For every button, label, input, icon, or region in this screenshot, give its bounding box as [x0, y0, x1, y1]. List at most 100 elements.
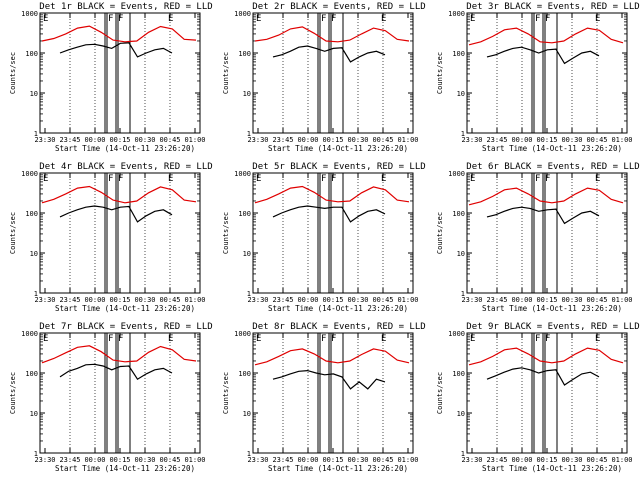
x-tick-label: 00:00	[511, 456, 532, 464]
y-tick-label: 1	[461, 130, 465, 138]
lld-rate-line	[468, 27, 624, 46]
y-axis-label: Counts/sec	[9, 52, 17, 94]
x-tick-label: 23:45	[59, 296, 80, 304]
y-tick-label: 1000	[448, 10, 465, 18]
x-tick-label: 01:00	[397, 456, 418, 464]
events-rate-line	[272, 45, 386, 63]
event-marker-f: F	[321, 14, 326, 24]
y-axis-label: Counts/sec	[436, 52, 444, 94]
event-marker-f: F	[545, 334, 550, 344]
events-rate-line	[59, 205, 173, 223]
x-axis-label: Start Time (14-Oct-11 23:26:20)	[482, 464, 622, 473]
x-tick-label: 00:30	[347, 296, 368, 304]
x-tick-label: 00:30	[134, 296, 155, 304]
panel-title: Det 8r BLACK = Events, RED = LLD	[252, 322, 425, 332]
y-tick-label: 1	[461, 290, 465, 298]
x-tick-label: 00:00	[297, 456, 318, 464]
event-marker-f: F	[535, 174, 540, 184]
panel-title: Det 3r BLACK = Events, RED = LLD	[466, 2, 639, 12]
panel-title: Det 1r BLACK = Events, RED = LLD	[39, 2, 212, 12]
event-marker-e: E	[256, 334, 261, 344]
x-tick-label: 00:45	[159, 296, 180, 304]
lld-rate-line	[254, 185, 410, 204]
x-tick-label: 01:00	[184, 456, 205, 464]
event-marker-e: E	[381, 174, 386, 184]
x-tick-label: 23:30	[247, 136, 268, 144]
event-marker-f: F	[108, 334, 113, 344]
y-axis-label: Counts/sec	[222, 52, 230, 94]
panel-det-1: Det 1r BLACK = Events, RED = LLD 1 10 100 10…	[9, 2, 213, 153]
plot-frame	[466, 172, 628, 294]
event-marker-f: F	[331, 174, 336, 184]
y-axis-label: Counts/sec	[436, 212, 444, 254]
panel-title: Det 7r BLACK = Events, RED = LLD	[39, 322, 212, 332]
x-tick-label: 00:30	[134, 456, 155, 464]
plot-frame	[252, 12, 414, 134]
x-axis-label: Start Time (14-Oct-11 23:26:20)	[55, 464, 195, 473]
y-tick-label: 10	[243, 250, 251, 258]
x-tick-label: 01:00	[397, 136, 418, 144]
x-tick-label: 00:30	[347, 456, 368, 464]
y-tick-label: 10	[30, 90, 38, 98]
x-tick-label: 00:30	[561, 136, 582, 144]
x-tick-label: 00:15	[109, 136, 130, 144]
y-tick-label: 1	[247, 450, 251, 458]
event-marker-e: E	[168, 334, 173, 344]
plot-frame	[39, 12, 201, 134]
x-axis-label: Start Time (14-Oct-11 23:26:20)	[55, 304, 195, 313]
x-tick-label: 01:00	[184, 296, 205, 304]
y-tick-label: 10	[457, 90, 465, 98]
x-tick-label: 23:30	[461, 136, 482, 144]
x-tick-label: 00:15	[109, 296, 130, 304]
x-tick-label: 00:45	[372, 456, 393, 464]
event-marker-e: E	[43, 174, 48, 184]
panel-det-5: Det 5r BLACK = Events, RED = LLD 1 10 100 10…	[222, 162, 426, 313]
x-tick-label: 00:45	[586, 456, 607, 464]
x-tick-label: 00:45	[159, 136, 180, 144]
y-tick-label: 1000	[234, 10, 251, 18]
x-tick-label: 00:00	[297, 296, 318, 304]
y-tick-label: 100	[452, 50, 465, 58]
x-tick-label: 00:15	[536, 136, 557, 144]
plot-frame	[39, 332, 201, 454]
y-tick-label: 1000	[21, 10, 38, 18]
x-tick-label: 01:00	[611, 136, 632, 144]
lld-rate-line	[254, 348, 410, 366]
event-marker-f: F	[535, 14, 540, 24]
y-tick-label: 100	[452, 210, 465, 218]
x-tick-label: 23:30	[34, 136, 55, 144]
plot-frame	[466, 12, 628, 134]
event-marker-e: E	[43, 334, 48, 344]
event-marker-e: E	[595, 174, 600, 184]
event-marker-e: E	[381, 14, 386, 24]
event-marker-e: E	[256, 14, 261, 24]
event-marker-f: F	[545, 14, 550, 24]
y-tick-label: 10	[243, 410, 251, 418]
y-tick-label: 10	[30, 410, 38, 418]
y-tick-label: 10	[30, 250, 38, 258]
events-rate-line	[272, 369, 386, 390]
x-axis-label: Start Time (14-Oct-11 23:26:20)	[482, 144, 622, 153]
x-axis-label: Start Time (14-Oct-11 23:26:20)	[268, 304, 408, 313]
x-axis-label: Start Time (14-Oct-11 23:26:20)	[55, 144, 195, 153]
panel-title: Det 4r BLACK = Events, RED = LLD	[39, 162, 212, 172]
x-tick-label: 23:45	[486, 456, 507, 464]
y-tick-label: 100	[238, 370, 251, 378]
lld-rate-line	[468, 187, 624, 206]
panel-det-8: Det 8r BLACK = Events, RED = LLD 1 10 100 10…	[222, 322, 426, 473]
lld-rate-line	[41, 345, 197, 364]
x-tick-label: 00:45	[159, 456, 180, 464]
x-tick-label: 00:15	[536, 296, 557, 304]
panel-det-3: Det 3r BLACK = Events, RED = LLD 1 10 100 10…	[436, 2, 640, 153]
x-axis-label: Start Time (14-Oct-11 23:26:20)	[268, 144, 408, 153]
x-tick-label: 23:45	[486, 136, 507, 144]
x-tick-label: 23:30	[461, 296, 482, 304]
event-marker-e: E	[470, 14, 475, 24]
x-tick-label: 00:15	[536, 456, 557, 464]
event-marker-e: E	[381, 334, 386, 344]
y-tick-label: 10	[457, 250, 465, 258]
y-tick-label: 1	[247, 290, 251, 298]
x-tick-label: 23:30	[34, 456, 55, 464]
